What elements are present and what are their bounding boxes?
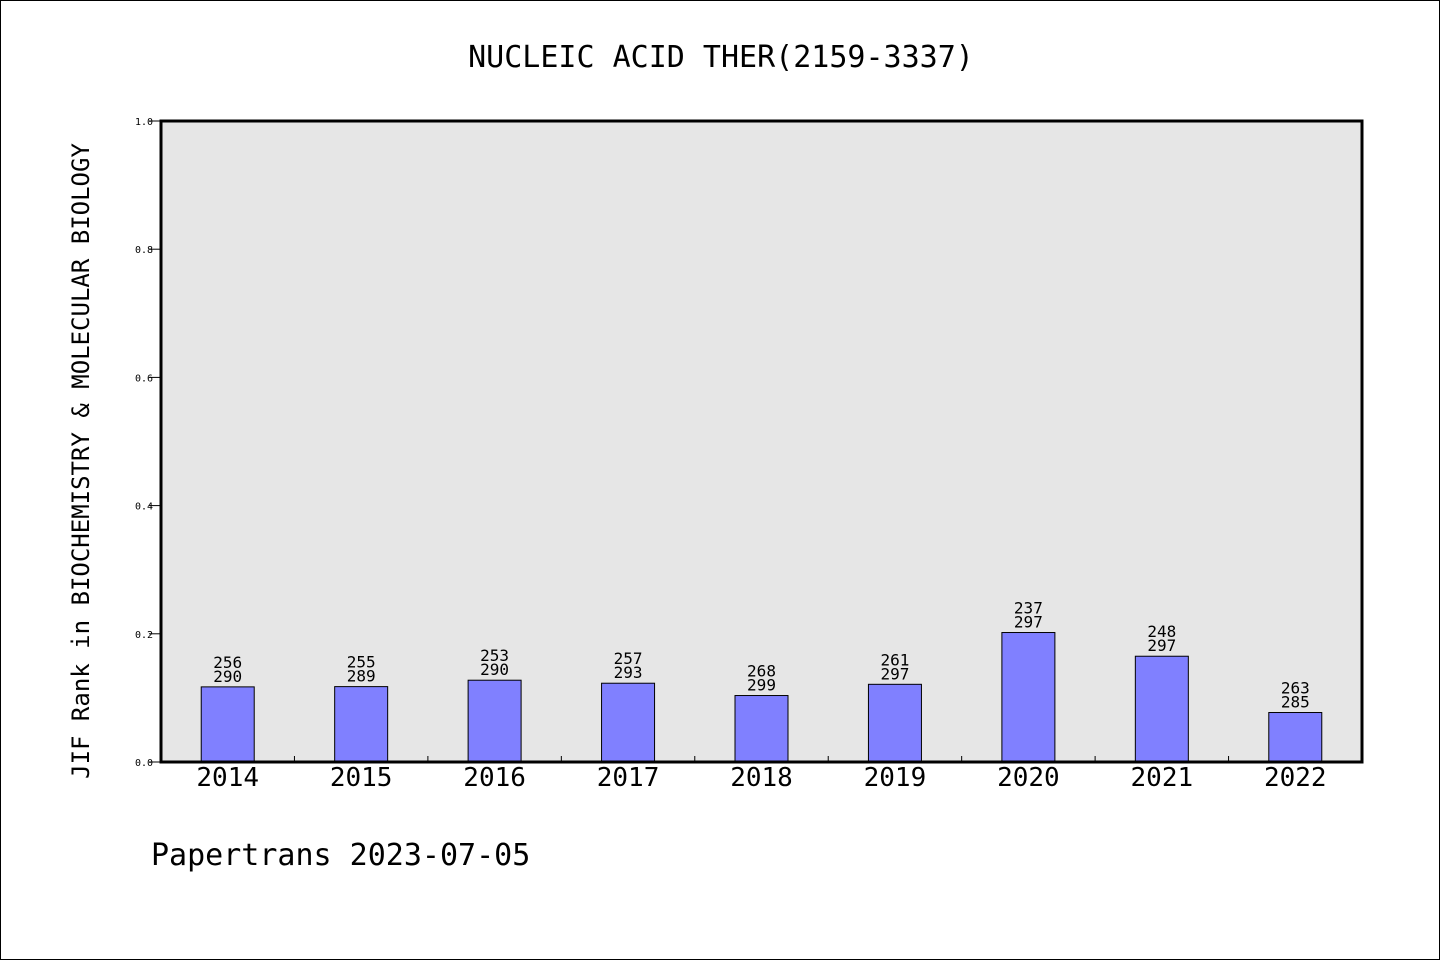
y-tick-label: 0.2 [135, 630, 153, 641]
bar-total-label: 289 [347, 667, 376, 686]
x-tick-label: 2020 [997, 763, 1060, 793]
bar-total-label: 290 [213, 667, 242, 686]
x-tick-label: 2021 [1131, 763, 1194, 793]
bar-total-label: 285 [1281, 693, 1310, 712]
bar-rank-label: 256 [213, 653, 242, 672]
y-axis-label: JIF Rank in BIOCHEMISTRY & MOLECULAR BIO… [67, 143, 95, 779]
bar-total-label: 290 [480, 660, 509, 679]
bar-total-label: 297 [1147, 636, 1176, 655]
bar-total-label: 293 [614, 663, 643, 682]
bar-rank-label: 263 [1281, 679, 1310, 698]
bar-rank-label: 261 [880, 650, 909, 669]
y-tick-label: 0.8 [135, 245, 153, 256]
x-tick-label: 2016 [463, 763, 526, 793]
chart-title: NUCLEIC ACID THER(2159-3337) [468, 40, 974, 75]
x-tick-label: 2022 [1264, 763, 1327, 793]
bar-rank-label: 268 [747, 662, 776, 681]
y-axis: 0.0 0.2 0.4 0.6 0.8 1.0 [135, 117, 161, 769]
plot-border [159, 119, 1364, 764]
y-tick-label: 1.0 [135, 117, 153, 128]
bar-total-label: 299 [747, 676, 776, 695]
bar-series [200, 632, 1323, 763]
y-tick-label: 0.0 [135, 758, 153, 769]
bar-total-label: 297 [880, 664, 909, 683]
footer-source-label: Papertrans 2023-07-05 [151, 838, 530, 873]
bar-rank-label: 255 [347, 653, 376, 672]
bar [1268, 712, 1323, 763]
y-tick-label: 0.6 [135, 373, 153, 384]
bar [601, 682, 656, 763]
plot-area [161, 121, 1362, 762]
bar-rank-label: 257 [614, 649, 643, 668]
bar-total-label: 297 [1014, 613, 1043, 632]
bar-rank-label: 237 [1014, 599, 1043, 618]
y-tick-label: 0.4 [135, 502, 153, 513]
bar [334, 686, 389, 763]
bar [1001, 632, 1056, 763]
bar-rank-label: 248 [1147, 622, 1176, 641]
bar [734, 695, 789, 763]
bar [1134, 655, 1189, 763]
x-axis: 2014 2015 2016 2017 2018 2019 2020 2021 2022 [196, 756, 1327, 793]
bar [200, 686, 255, 763]
x-tick-label: 2017 [597, 763, 660, 793]
bar [467, 679, 522, 763]
x-tick-label: 2014 [196, 763, 259, 793]
bar-rank-label: 253 [480, 646, 509, 665]
x-tick-label: 2018 [730, 763, 793, 793]
x-tick-label: 2019 [864, 763, 927, 793]
bar [867, 683, 922, 763]
x-tick-label: 2015 [330, 763, 393, 793]
